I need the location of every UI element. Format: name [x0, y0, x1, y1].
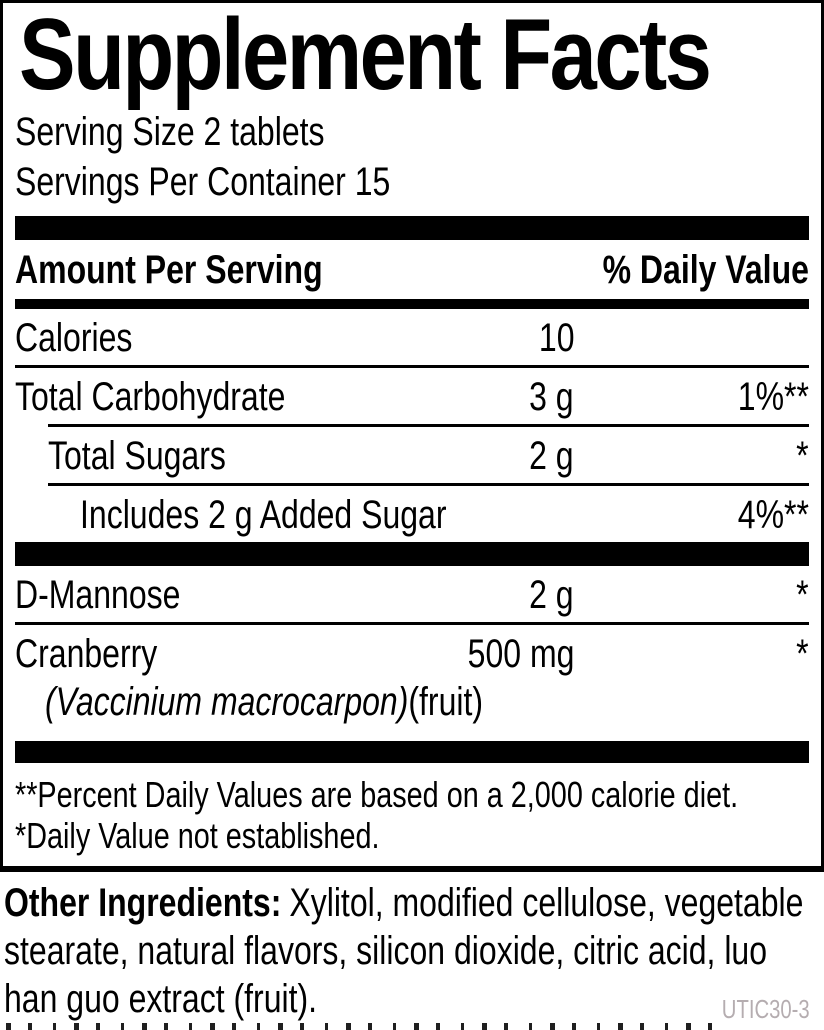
nutrient-name: Calories — [15, 316, 133, 360]
other-ingredients-paragraph: Other Ingredients: Xylitol, modified cell… — [4, 879, 822, 1023]
nutrient-name: D-Mannose — [15, 573, 181, 617]
divider-bar-footnote — [15, 741, 809, 763]
nutrient-dv: * — [796, 434, 809, 478]
panel-title: Supplement Facts — [19, 0, 712, 111]
divider-bar-thick — [15, 216, 809, 240]
column-header-row: Amount Per Serving % Daily Value — [15, 240, 809, 299]
nutrient-row-cranberry: Cranberry 500 mg * — [15, 625, 809, 681]
nutrient-name: Cranberry — [15, 632, 158, 676]
footnote-not-established: *Daily Value not established. — [15, 815, 809, 856]
nutrient-name: Includes 2 g Added Sugar — [80, 493, 447, 537]
servings-per-container-text: Servings Per Container 15 — [15, 160, 391, 204]
nutrient-amount: 2 g — [529, 434, 574, 478]
botanical-name-line: (Vaccinium macrocarpon)(fruit) — [15, 681, 809, 731]
serving-size-line: Serving Size 2 tablets — [15, 107, 809, 157]
nutrient-dv: 4%** — [737, 493, 809, 537]
nutrient-name: Total Sugars — [48, 434, 226, 478]
panel-title-row: Supplement Facts — [15, 3, 809, 107]
footnote-text: *Daily Value not established. — [15, 815, 380, 856]
daily-value-header: % Daily Value — [602, 248, 809, 292]
footnote-text: **Percent Daily Values are based on a 2,… — [15, 774, 739, 815]
botanical-name: (Vaccinium macrocarpon)(fruit) — [45, 681, 483, 723]
botanical-latin: (Vaccinium macrocarpon) — [45, 680, 409, 724]
other-ingredients-section: Other Ingredients: Xylitol, modified cell… — [0, 872, 824, 1024]
nutrient-dv: 1%** — [737, 375, 809, 419]
facts-panel: Supplement Facts Serving Size 2 tablets … — [0, 0, 824, 872]
divider-rule — [15, 622, 809, 625]
nutrient-amount: 10 — [538, 316, 574, 360]
footnote-daily-values: **Percent Daily Values are based on a 2,… — [15, 763, 809, 815]
nutrient-amount: 3 g — [529, 375, 574, 419]
product-code: UTIC30-3 — [722, 994, 810, 1024]
divider-rule — [15, 365, 809, 368]
serving-size-text: Serving Size 2 tablets — [15, 110, 325, 154]
nutrient-row-total-carbohydrate: Total Carbohydrate 3 g 1%** — [15, 368, 809, 424]
nutrient-name: Total Carbohydrate — [15, 375, 286, 419]
nutrient-row-added-sugar: Includes 2 g Added Sugar 4%** — [15, 486, 809, 542]
other-ingredients-label: Other Ingredients: — [4, 881, 282, 925]
other-ingredients-text: Xylitol, modified cellulose, vegetable s… — [4, 881, 804, 1021]
divider-bar-medium — [15, 299, 809, 309]
cropped-text-line — [6, 1023, 716, 1030]
nutrient-amount: 500 mg — [467, 632, 574, 676]
divider-bar-thick — [15, 542, 809, 566]
amount-per-serving-header: Amount Per Serving — [15, 248, 323, 292]
divider-rule-inset — [48, 424, 809, 427]
nutrient-row-calories: Calories 10 — [15, 309, 809, 365]
nutrient-row-total-sugars: Total Sugars 2 g * — [15, 427, 809, 483]
divider-rule-inset — [48, 483, 809, 486]
nutrient-amount: 2 g — [529, 573, 574, 617]
botanical-part: (fruit) — [408, 680, 484, 724]
nutrient-dv: * — [796, 573, 809, 617]
servings-per-container-line: Servings Per Container 15 — [15, 157, 809, 207]
nutrient-row-d-mannose: D-Mannose 2 g * — [15, 566, 809, 622]
nutrient-dv: * — [796, 632, 809, 676]
